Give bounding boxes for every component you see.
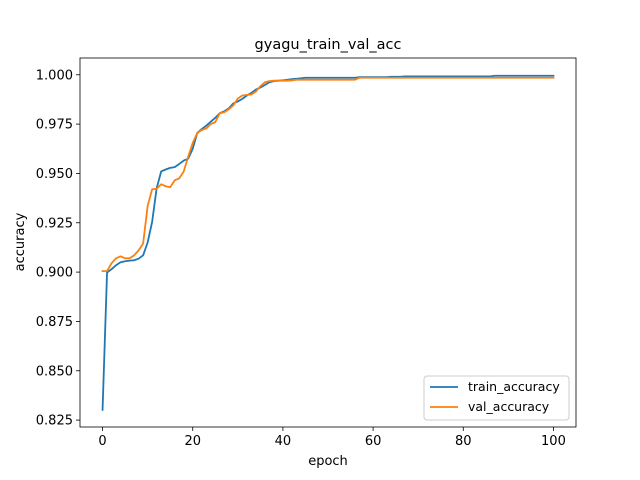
legend-val-label: val_accuracy <box>468 399 550 414</box>
y-tick-label: 0.925 <box>36 216 73 231</box>
legend-train-label: train_accuracy <box>468 379 560 394</box>
y-tick-label: 0.950 <box>36 167 73 182</box>
x-tick-label: 80 <box>455 434 472 449</box>
y-tick-label: 0.900 <box>36 266 73 281</box>
y-axis-label: accuracy <box>13 212 28 271</box>
series-layer <box>101 74 555 411</box>
chart-title: gyagu_train_val_acc <box>255 37 402 53</box>
y-tick-label: 0.825 <box>36 414 73 429</box>
train-accuracy-line <box>101 74 555 411</box>
x-tick-label: 40 <box>275 434 292 449</box>
x-tick-label: 60 <box>365 434 382 449</box>
x-tick-label: 100 <box>541 434 566 449</box>
y-tick-label: 0.875 <box>36 315 73 330</box>
plot-frame <box>79 57 577 428</box>
val-accuracy-line <box>101 76 555 273</box>
y-tick-label: 0.850 <box>36 364 73 379</box>
y-axis: 0.825 0.850 0.875 0.900 0.925 0.950 0.975 1.000 <box>36 68 80 429</box>
plot-area <box>79 57 577 428</box>
y-tick-label: 1.000 <box>36 68 73 83</box>
y-tick-label: 0.975 <box>36 118 73 133</box>
x-tick-label: 20 <box>184 434 201 449</box>
x-axis-label: epoch <box>308 454 348 469</box>
x-axis: 0 20 40 60 80 100 <box>98 427 566 449</box>
legend-frame <box>423 375 570 421</box>
legend: train_accuracy val_accuracy <box>423 375 570 421</box>
x-tick-label: 0 <box>98 434 106 449</box>
